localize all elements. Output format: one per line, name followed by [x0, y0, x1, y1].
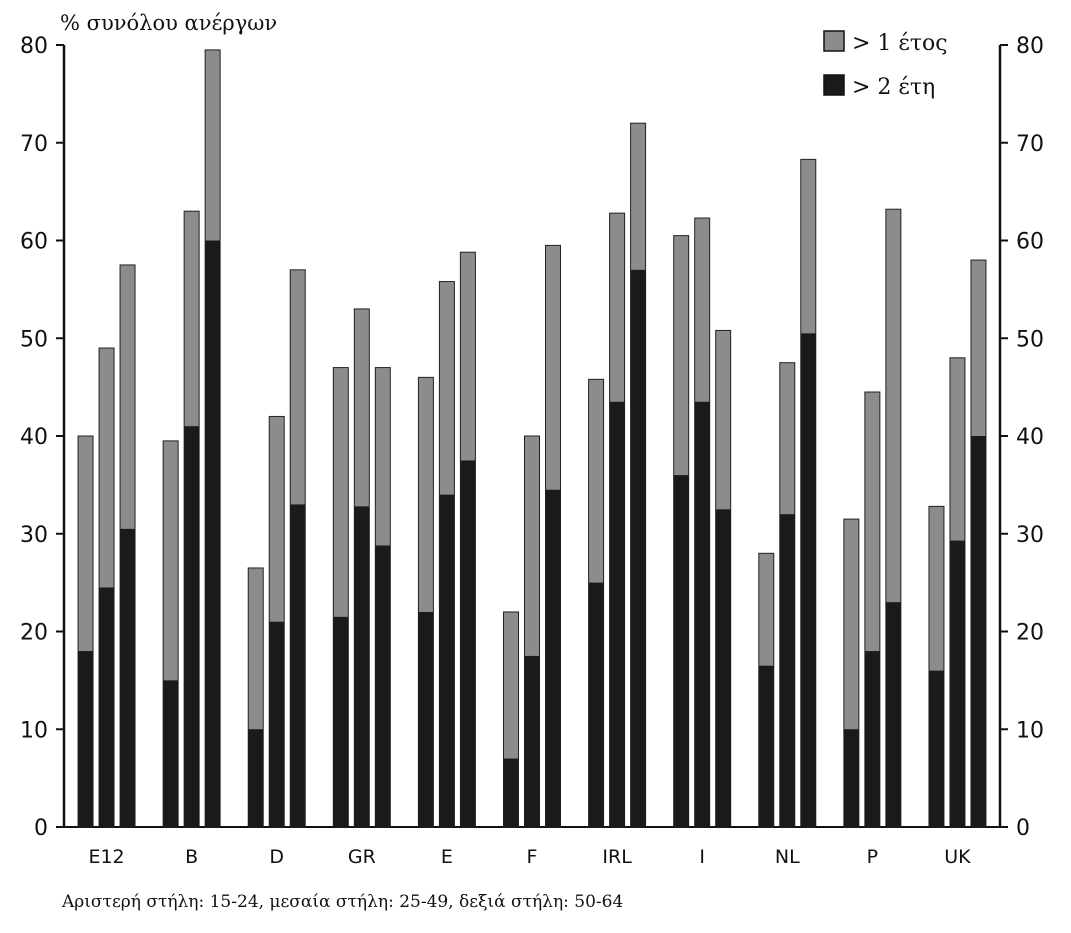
- right-tick-label-80: 80: [1016, 34, 1044, 59]
- right-tick-label-70: 70: [1016, 132, 1044, 157]
- bar-over-2-years-e-1: [439, 494, 455, 827]
- bar-over-2-years-nl-2: [800, 333, 816, 827]
- bar-over-2-years-d-2: [290, 504, 306, 827]
- bar-over-2-years-uk-2: [970, 436, 986, 827]
- bar-over-2-years-b-2: [205, 240, 221, 827]
- bar-over-2-years-i-2: [715, 509, 731, 827]
- legend-swatch-over-2-years: [823, 74, 845, 96]
- bar-over-2-years-b-1: [184, 426, 200, 827]
- bar-over-2-years-b-0: [163, 680, 179, 827]
- bars-layer: [77, 49, 987, 828]
- bar-over-2-years-gr-0: [333, 616, 349, 827]
- left-tick-label-50: 50: [20, 327, 48, 352]
- category-label-irl: IRL: [602, 846, 632, 868]
- category-label-i: I: [699, 846, 705, 868]
- right-tick-label-0: 0: [1016, 816, 1030, 841]
- bar-over-2-years-irl-0: [588, 582, 604, 827]
- left-tick-label-70: 70: [20, 132, 48, 157]
- bar-over-2-years-nl-1: [779, 514, 795, 827]
- bar-over-2-years-p-1: [864, 651, 880, 827]
- bar-over-2-years-e12-0: [78, 651, 94, 827]
- left-tick-label-0: 0: [34, 816, 48, 841]
- category-labels: E12 B D GR E F IRL I NL P UK: [88, 846, 971, 868]
- right-tick-label-20: 20: [1016, 621, 1044, 646]
- bar-over-2-years-gr-2: [375, 545, 391, 827]
- bar-over-2-years-e12-1: [99, 587, 115, 827]
- category-label-gr: GR: [348, 846, 376, 868]
- bar-over-2-years-d-1: [269, 621, 285, 827]
- category-label-uk: UK: [944, 846, 971, 868]
- legend-swatch-over-1-year: [823, 30, 845, 52]
- bar-over-2-years-uk-0: [928, 670, 944, 827]
- right-tick-label-40: 40: [1016, 425, 1044, 450]
- bar-over-2-years-i-1: [694, 401, 710, 827]
- bar-over-2-years-gr-1: [354, 506, 370, 827]
- category-label-e: E: [441, 846, 453, 868]
- bar-over-2-years-nl-0: [758, 665, 774, 827]
- footnote: Αριστερή στήλη: 15-24, μεσαία στήλη: 25-…: [61, 892, 623, 912]
- category-label-e12: E12: [88, 846, 124, 868]
- bar-over-2-years-d-0: [248, 729, 264, 827]
- left-tick-label-30: 30: [20, 523, 48, 548]
- left-tick-label-60: 60: [20, 230, 48, 255]
- bar-over-2-years-e12-2: [120, 528, 136, 827]
- bar-over-2-years-p-0: [843, 729, 859, 827]
- bar-over-2-years-f-1: [524, 655, 540, 827]
- right-tick-label-10: 10: [1016, 718, 1044, 743]
- right-tick-label-50: 50: [1016, 327, 1044, 352]
- bar-over-2-years-e-2: [460, 460, 476, 827]
- right-tick-label-60: 60: [1016, 230, 1044, 255]
- category-label-b: B: [185, 846, 198, 868]
- bar-over-2-years-irl-2: [630, 269, 646, 827]
- bar-over-2-years-uk-1: [949, 540, 965, 827]
- left-tick-label-10: 10: [20, 718, 48, 743]
- bar-over-2-years-i-0: [673, 475, 689, 827]
- bar-over-2-years-e-0: [418, 611, 434, 827]
- category-label-p: P: [867, 846, 878, 868]
- category-label-f: F: [527, 846, 538, 868]
- legend-label-over-1-year: > 1 έτος: [852, 31, 948, 56]
- bar-over-2-years-f-2: [545, 489, 561, 827]
- category-label-d: D: [269, 846, 284, 868]
- bar-over-2-years-f-0: [503, 758, 519, 827]
- legend-label-over-2-years: > 2 έτη: [852, 75, 935, 100]
- category-label-nl: NL: [775, 846, 800, 868]
- left-tick-label-20: 20: [20, 621, 48, 646]
- ticks-layer: 0 0 10 10 20 20 30 30 40 40 50 50 60 60 70 70 80 80: [20, 34, 1044, 841]
- right-tick-label-30: 30: [1016, 523, 1044, 548]
- legend: > 1 έτος > 2 έτη: [823, 30, 948, 100]
- left-tick-label-40: 40: [20, 425, 48, 450]
- bar-over-2-years-irl-1: [609, 401, 625, 827]
- y-axis-title: % συνόλου ανέργων: [60, 11, 277, 35]
- bar-over-2-years-p-2: [885, 602, 901, 827]
- left-tick-label-80: 80: [20, 34, 48, 59]
